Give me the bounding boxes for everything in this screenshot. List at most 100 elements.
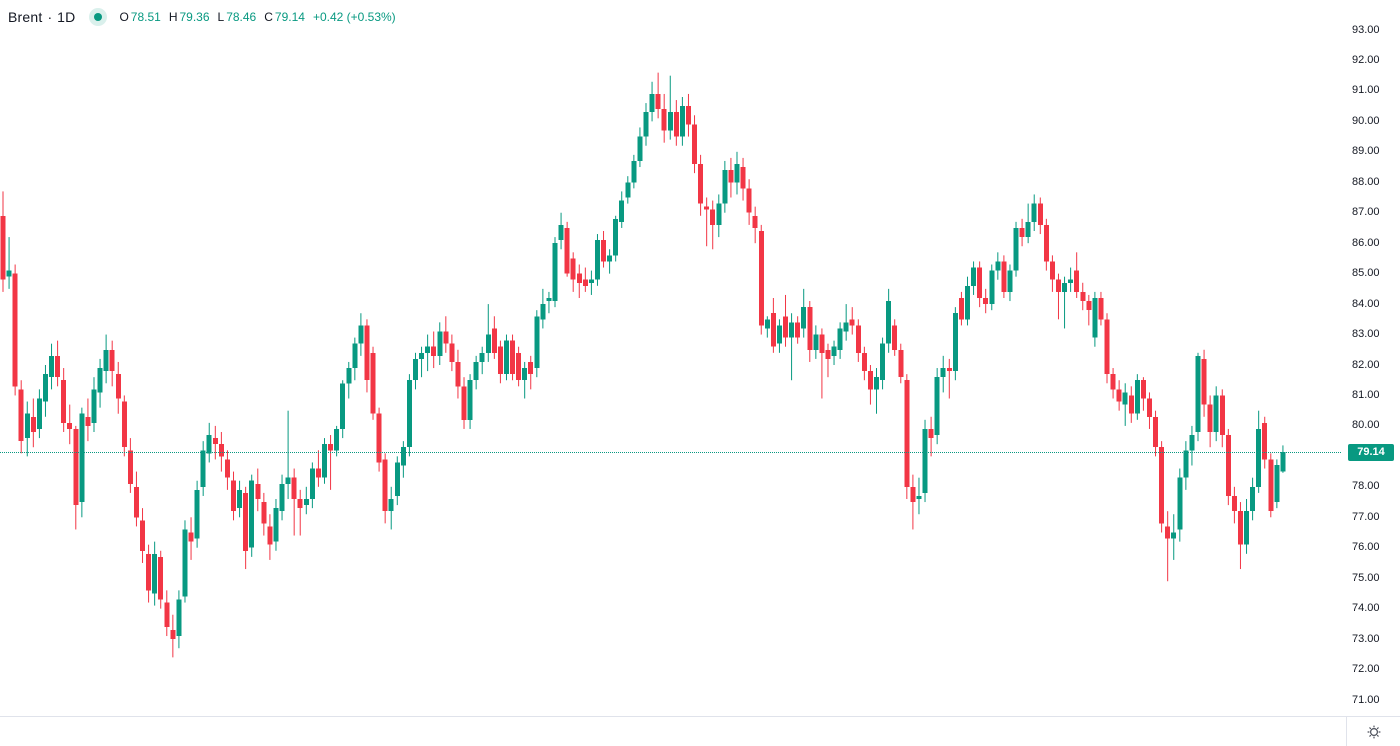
candle <box>194 480 200 548</box>
candle <box>30 398 36 448</box>
symbol-name[interactable]: Brent <box>8 9 43 25</box>
candle <box>231 471 237 521</box>
candle <box>613 215 619 262</box>
candle-body <box>42 374 48 402</box>
candle-body <box>710 209 716 225</box>
candle <box>946 358 952 399</box>
candle <box>564 221 570 277</box>
candle-body <box>655 93 661 110</box>
candle-body <box>946 368 952 372</box>
candle-body <box>291 477 297 499</box>
candle <box>461 377 467 429</box>
candle <box>419 346 425 378</box>
candle-body <box>115 374 121 399</box>
candle <box>1007 264 1013 302</box>
candle-body <box>36 398 42 429</box>
candle-body <box>1171 532 1177 539</box>
candle-body <box>55 355 61 378</box>
candle-body <box>843 322 849 332</box>
candle <box>1213 386 1219 442</box>
candle-body <box>1128 395 1134 414</box>
candle <box>801 288 807 338</box>
candle-body <box>285 477 291 484</box>
candle-body <box>667 112 673 131</box>
price-tick-label: 88.00 <box>1352 175 1380 188</box>
candle-body <box>789 322 795 338</box>
candle-body <box>958 298 964 320</box>
candle-wick <box>330 435 332 490</box>
price-tick-label: 91.00 <box>1352 84 1380 97</box>
open-label: O <box>119 10 129 24</box>
candle-body <box>1189 435 1195 451</box>
candle-body <box>6 270 12 277</box>
candle <box>400 441 406 478</box>
candle-body <box>661 109 667 131</box>
candle-body <box>540 304 546 320</box>
candle <box>776 319 782 353</box>
candle <box>200 441 206 496</box>
candle <box>594 234 600 286</box>
candle <box>813 325 819 359</box>
candle-body <box>776 325 782 344</box>
candle-body <box>1280 452 1286 472</box>
candle <box>55 340 61 387</box>
candle <box>158 550 164 609</box>
candle-body <box>412 358 418 381</box>
candle-body <box>1262 422 1268 460</box>
candle <box>1049 255 1055 292</box>
candle-body <box>983 298 989 305</box>
candle <box>1280 445 1286 473</box>
candle <box>728 157 734 198</box>
candle-body <box>164 602 170 627</box>
candle-body <box>892 325 898 350</box>
time-axis-border <box>0 716 1400 717</box>
candle-body <box>388 499 394 512</box>
candle-body <box>461 386 467 420</box>
market-status-dot[interactable] <box>89 8 108 26</box>
time-axis[interactable]: Dec2024FebMarAprMayJunJulAugSep <box>0 717 1346 746</box>
price-axis-scale-handle[interactable] <box>1346 0 1400 716</box>
candle-body <box>522 368 528 381</box>
candle <box>497 340 503 384</box>
price-tick-label: 90.00 <box>1352 114 1380 127</box>
candle-body <box>831 346 837 356</box>
candle-body <box>880 343 886 381</box>
candle <box>631 154 637 189</box>
candle <box>1086 294 1092 326</box>
candle-body <box>1219 395 1225 436</box>
candle <box>904 374 910 499</box>
candle-body <box>394 462 400 496</box>
candle <box>740 157 746 201</box>
candle-body <box>406 380 412 448</box>
candle-body <box>746 188 752 213</box>
candle-body <box>594 240 600 280</box>
price-tick-label: 73.00 <box>1352 632 1380 645</box>
candle-body <box>904 380 910 487</box>
candle <box>1104 313 1110 384</box>
candle-body <box>158 556 164 600</box>
candle-body <box>564 227 570 274</box>
candle-body <box>1080 291 1086 302</box>
axis-settings-corner[interactable] <box>1346 717 1400 746</box>
candle-body <box>1213 395 1219 432</box>
candle-body <box>485 334 491 353</box>
candle <box>643 103 649 146</box>
candle-body <box>328 444 334 451</box>
candle-body <box>255 483 261 499</box>
candle-body <box>340 383 346 429</box>
candle <box>115 361 121 414</box>
candle-body <box>940 368 946 378</box>
candle-body <box>807 307 813 350</box>
candle-body <box>334 428 340 451</box>
candle <box>1080 282 1086 311</box>
candle-body <box>73 428 79 506</box>
candle <box>0 191 6 292</box>
candle-body <box>916 495 922 499</box>
candle-wick <box>584 267 586 292</box>
candle-wick <box>1167 511 1169 582</box>
candle <box>952 307 958 381</box>
candle-body <box>425 346 431 353</box>
interval-label[interactable]: 1D <box>57 9 76 25</box>
